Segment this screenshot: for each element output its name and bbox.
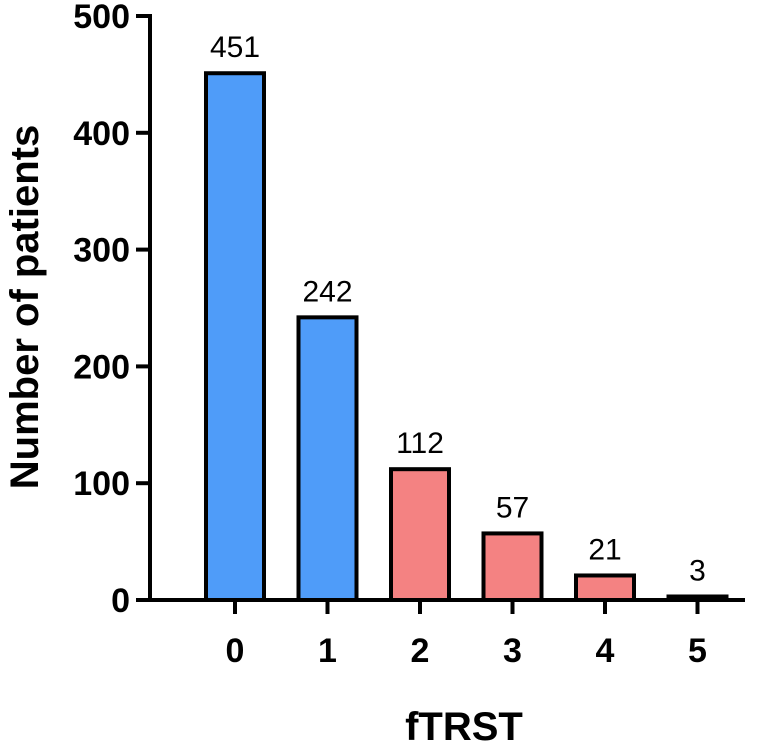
x-tick-label: 3 xyxy=(503,632,522,670)
y-tick-label: 100 xyxy=(73,465,130,503)
bar-3 xyxy=(481,531,544,603)
y-axis-ticks: 0 100 200 300 400 500 xyxy=(73,0,150,620)
x-tick-label: 1 xyxy=(318,632,337,670)
data-label: 451 xyxy=(210,31,260,64)
data-label: 242 xyxy=(302,275,352,308)
bars-group xyxy=(204,71,729,603)
x-axis-ticks: 0 1 2 3 4 5 xyxy=(226,600,707,670)
data-label: 57 xyxy=(496,491,529,524)
bar-2 xyxy=(389,467,451,602)
data-label: 21 xyxy=(588,533,621,566)
x-tick-label: 0 xyxy=(226,632,245,670)
x-axis-title: fTRST xyxy=(405,705,523,748)
x-tick-label: 5 xyxy=(688,632,707,670)
bar-1 xyxy=(296,315,359,602)
y-tick-label: 0 xyxy=(111,582,130,620)
bar-4 xyxy=(574,573,636,602)
x-tick-label: 2 xyxy=(411,632,430,670)
y-tick-label: 400 xyxy=(73,115,130,153)
y-axis-title: Number of patients xyxy=(3,125,47,489)
y-tick-label: 500 xyxy=(73,0,130,36)
y-tick-label: 200 xyxy=(73,348,130,386)
data-label: 112 xyxy=(396,427,444,460)
y-tick-label: 300 xyxy=(73,232,130,270)
bar-0 xyxy=(204,71,266,603)
x-tick-label: 4 xyxy=(596,632,615,670)
data-label: 3 xyxy=(689,554,706,587)
data-labels-group: 451 242 112 57 21 3 xyxy=(210,31,706,587)
